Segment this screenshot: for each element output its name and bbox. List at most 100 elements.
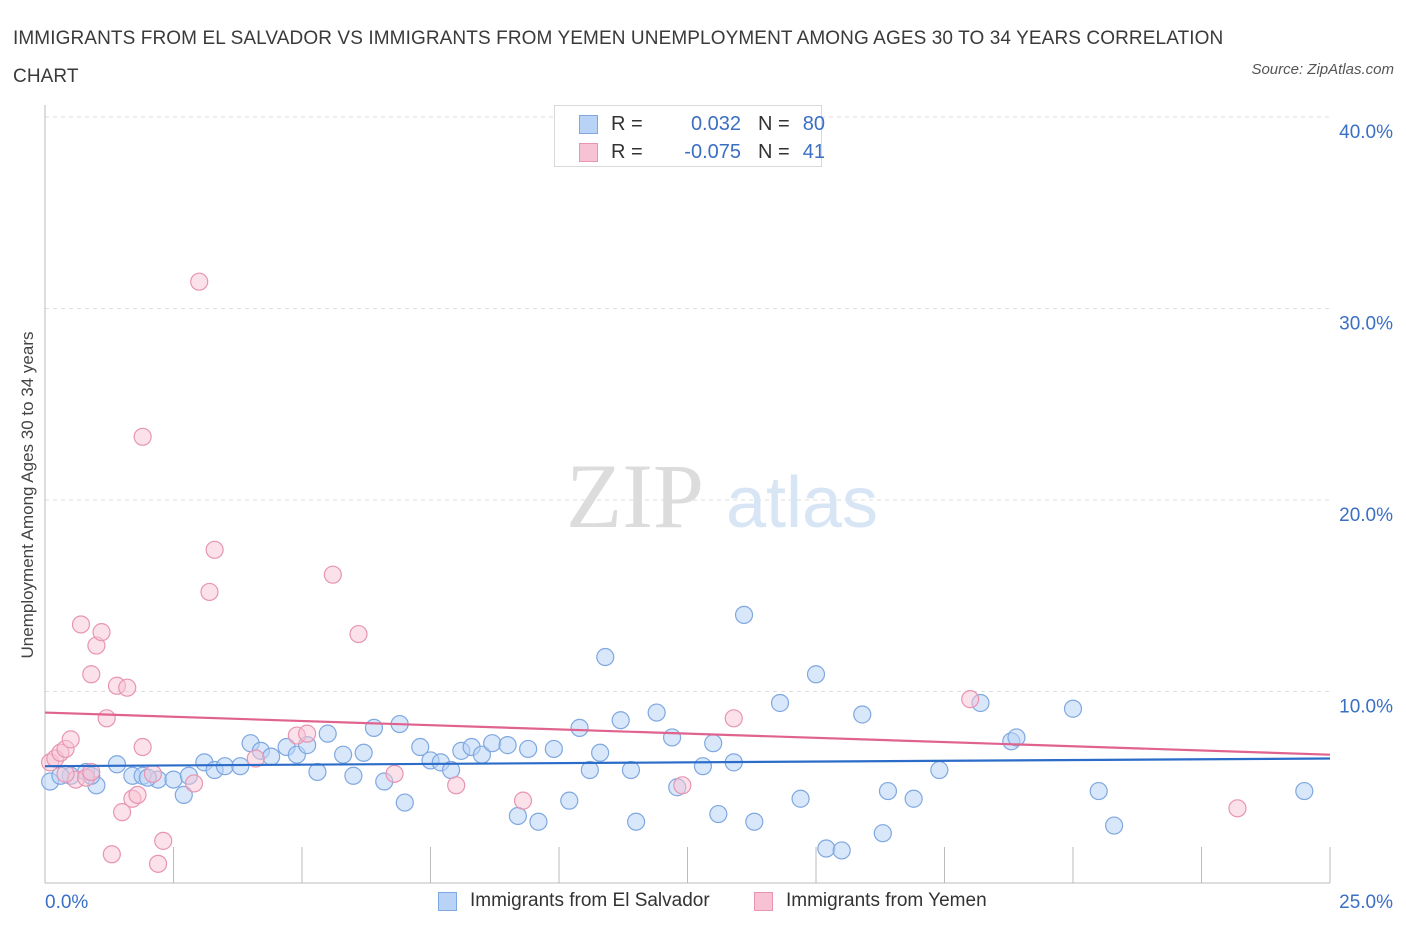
y-tick-label: 40.0% (1339, 122, 1393, 143)
data-point-yemen (112, 803, 132, 822)
data-point-el-salvador (1295, 781, 1314, 801)
bottom-legend-label: Immigrants from Yemen (786, 890, 987, 911)
trend-line-yemen (44, 711, 1331, 756)
trend-line-el-salvador (44, 757, 1331, 768)
source-label: Source: ZipAtlas.com (1251, 61, 1394, 78)
data-point-yemen (133, 737, 152, 757)
data-point-el-salvador (806, 665, 826, 684)
data-point-el-salvador (745, 812, 764, 831)
data-point-el-salvador (1007, 728, 1026, 747)
legend-r-label: R = (611, 141, 643, 163)
data-point-el-salvador (817, 839, 836, 858)
data-point-el-salvador (1089, 781, 1108, 801)
tick-labels: 10.0% 20.0% 30.0% 40.0% 0.0% 25.0% (45, 122, 1393, 913)
data-point-el-salvador (873, 824, 892, 843)
series-yemen-points (41, 272, 1247, 873)
data-point-el-salvador (508, 806, 527, 826)
data-point-yemen (82, 665, 101, 684)
data-point-yemen (148, 854, 168, 873)
legend-swatch-pink (579, 143, 598, 162)
data-point-el-salvador (354, 743, 373, 762)
x-tick-label: 0.0% (45, 892, 88, 913)
trend-lines (44, 711, 1331, 768)
data-point-el-salvador (596, 647, 615, 667)
watermark-zip: ZIP (566, 445, 704, 547)
legend-r-value: 0.032 (690, 113, 741, 135)
data-point-yemen (200, 582, 219, 602)
data-point-yemen (190, 272, 209, 291)
data-point-yemen (184, 774, 204, 793)
legend-swatch-blue (579, 115, 598, 134)
y-tick-label: 20.0% (1339, 505, 1393, 526)
legend-r-value: -0.075 (684, 141, 741, 163)
watermark-atlas: atlas (726, 463, 878, 543)
x-tick-label: 25.0% (1339, 892, 1393, 913)
data-point-yemen (246, 749, 265, 768)
data-point-yemen (154, 831, 173, 850)
data-point-el-salvador (411, 737, 430, 757)
data-point-yemen (102, 845, 121, 864)
data-point-el-salvador (164, 770, 183, 789)
data-point-yemen (118, 678, 137, 697)
data-point-el-salvador (364, 718, 384, 737)
legend-n-label: N = (758, 141, 790, 163)
data-point-yemen (97, 709, 116, 728)
data-point-el-salvador (591, 743, 610, 762)
data-point-el-salvador (262, 747, 281, 766)
data-point-el-salvador (174, 785, 193, 805)
data-point-yemen (56, 764, 75, 783)
data-point-el-salvador (395, 793, 414, 812)
data-point-el-salvador (1063, 699, 1083, 718)
data-point-yemen (82, 762, 101, 782)
data-point-el-salvador (626, 812, 646, 831)
data-point-el-salvador (621, 760, 641, 780)
data-point-el-salvador (318, 724, 337, 743)
data-point-el-salvador (231, 757, 250, 776)
data-point-el-salvador (704, 734, 723, 753)
data-point-yemen (724, 709, 743, 728)
data-point-el-salvador (344, 766, 363, 785)
legend-n-value: 41 (802, 141, 825, 163)
bottom-legend-label: Immigrants from El Salvador (470, 890, 710, 911)
data-point-el-salvador (770, 693, 790, 713)
data-point-el-salvador (334, 745, 353, 764)
data-point-yemen (323, 565, 342, 584)
data-point-yemen (673, 776, 692, 795)
chart-title: IMMIGRANTS FROM EL SALVADOR VS IMMIGRANT… (13, 28, 1224, 87)
data-point-el-salvador (498, 736, 517, 755)
data-point-el-salvador (570, 718, 589, 737)
data-point-yemen (1228, 799, 1247, 818)
data-point-yemen (447, 776, 466, 795)
data-point-yemen (92, 623, 111, 642)
data-point-yemen (961, 690, 980, 709)
grid-lines (45, 116, 1330, 692)
data-point-el-salvador (734, 605, 754, 625)
data-point-el-salvador (930, 760, 949, 780)
data-point-yemen (298, 724, 317, 743)
data-point-el-salvador (693, 757, 713, 776)
legend-r-label: R = (611, 113, 643, 135)
y-tick-label: 30.0% (1339, 314, 1393, 335)
data-point-yemen (143, 764, 163, 783)
data-point-el-salvador (611, 711, 630, 730)
data-point-yemen (61, 730, 80, 749)
data-point-el-salvador (904, 789, 923, 808)
data-point-el-salvador (832, 841, 851, 860)
data-point-yemen (349, 624, 368, 644)
data-point-yemen (71, 615, 91, 634)
data-point-yemen (513, 791, 533, 810)
data-point-yemen (385, 764, 404, 783)
data-point-el-salvador (1105, 816, 1124, 835)
bottom-legend-swatch-blue (438, 892, 457, 911)
data-point-el-salvador (709, 804, 728, 824)
data-point-el-salvador (308, 762, 327, 782)
data-point-yemen (128, 785, 147, 805)
data-point-el-salvador (853, 705, 872, 724)
bottom-legend-swatch-pink (754, 892, 773, 911)
data-point-el-salvador (544, 739, 563, 759)
data-point-yemen (133, 427, 152, 446)
data-point-el-salvador (519, 739, 538, 759)
stats-legend: R = 0.032 N = 80 R = -0.075 N = 41 (554, 105, 825, 167)
data-point-el-salvador (662, 728, 682, 747)
